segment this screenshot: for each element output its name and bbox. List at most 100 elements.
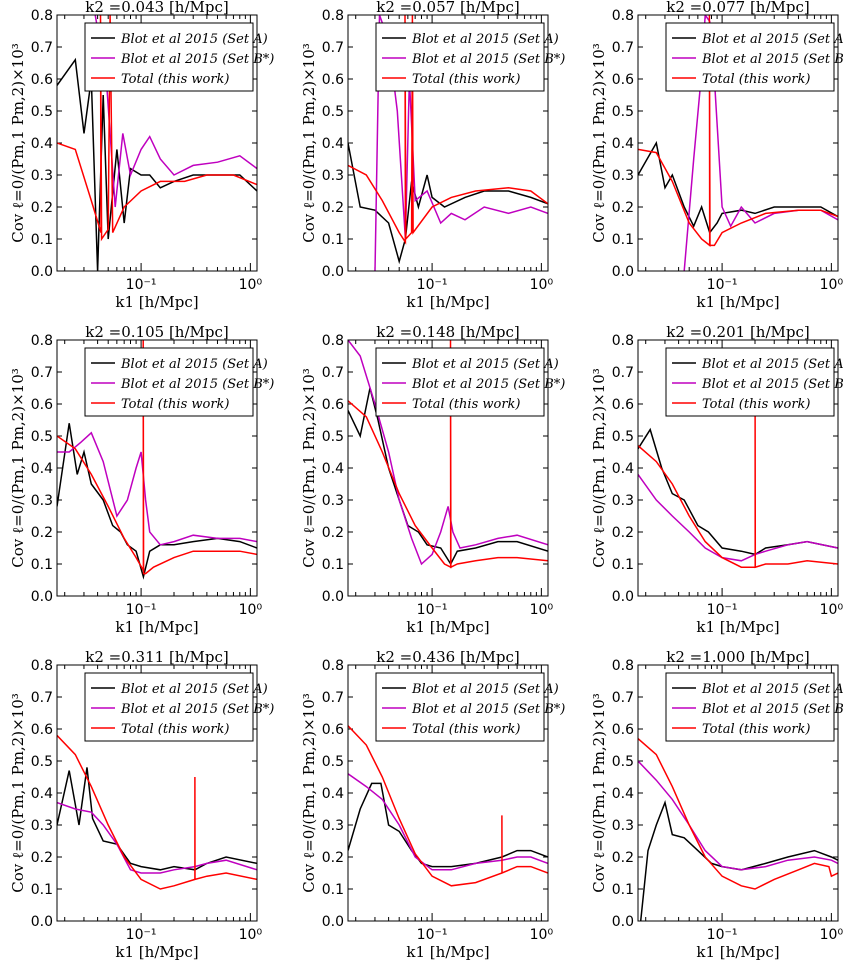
series-line-3 (348, 725, 548, 887)
y-axis-label: Cov ℓ=0/(Pm,1 Pm,2)×10³ (9, 368, 27, 568)
y-tick-label: 0.4 (31, 786, 53, 802)
legend-box (665, 672, 835, 742)
y-tick-label: 0.7 (322, 40, 344, 56)
x-tick-label: 10⁰ (820, 602, 843, 618)
y-tick-label: 0.3 (31, 493, 53, 509)
legend-box (84, 347, 254, 417)
legend-entry: Total (this work) (702, 72, 811, 87)
chart-panel-4: k2 =0.105 [h/Mpc] 0.0 0.1 0.2 0.3 0.4 0.5 0.6 0.… (9, 323, 274, 636)
legend-box (375, 672, 545, 742)
series-line-3 (57, 15, 257, 242)
y-axis-label: Cov ℓ=0/(Pm,1 Pm,2)×10³ (300, 693, 318, 893)
chart-panel-7: k2 =0.311 [h/Mpc] 0.0 0.1 0.2 0.3 0.4 0.5 0.6 0.… (9, 648, 274, 961)
legend-entry: Blot et al 2015 (Set A) (120, 32, 268, 47)
x-tick-label: 10⁰ (530, 927, 554, 943)
legend-box (375, 347, 545, 417)
series-line-3 (57, 340, 257, 575)
chart-panel-5: k2 =0.148 [h/Mpc] 0.0 0.1 0.2 0.3 0.4 0.5 0.6 0.… (300, 323, 565, 636)
y-axis-label: Cov ℓ=0/(Pm,1 Pm,2)×10³ (590, 43, 608, 243)
y-tick-label: 0.7 (612, 365, 634, 381)
y-tick-label: 0.2 (322, 525, 344, 541)
plot-frame (347, 339, 549, 597)
y-tick-label: 0.7 (612, 690, 634, 706)
legend-entry: Blot et al 2015 (Set A) (701, 357, 843, 372)
x-tick-label: 10⁰ (239, 602, 263, 618)
y-tick-label: 0.6 (31, 722, 53, 738)
y-tick-label: 0.2 (612, 200, 634, 216)
y-tick-label: 0.1 (322, 232, 344, 248)
panel-title: k2 =0.201 [h/Mpc] (666, 323, 809, 341)
y-tick-label: 0.6 (322, 722, 344, 738)
legend-entry: Blot et al 2015 (Set A) (120, 682, 268, 697)
legend-entry: Total (this work) (702, 397, 811, 412)
series-line-3 (638, 403, 838, 569)
y-tick-label: 0.1 (612, 557, 634, 573)
chart-panel-1: k2 =0.043 [h/Mpc] 0.0 0.1 0.2 0.3 0.4 0.5 0.6 0.… (9, 0, 274, 311)
y-tick-label: 0.8 (322, 8, 344, 24)
y-tick-label: 0.8 (322, 658, 344, 674)
series-line-2 (348, 340, 548, 566)
x-axis-label: k1 [h/Mpc] (406, 618, 489, 636)
y-tick-label: 0.4 (612, 136, 634, 152)
y-tick-label: 0.5 (322, 754, 344, 770)
y-axis-label: Cov ℓ=0/(Pm,1 Pm,2)×10³ (9, 43, 27, 243)
x-tick-label: 10⁰ (530, 277, 554, 293)
legend-entry: Blot et al 2015 (Set A) (411, 357, 559, 372)
series-line-3 (348, 15, 548, 245)
y-tick-label: 0.4 (31, 461, 53, 477)
panel-title: k2 =0.077 [h/Mpc] (666, 0, 809, 16)
series-line-3 (57, 734, 257, 890)
x-axis-label: k1 [h/Mpc] (115, 943, 198, 961)
legend-entry: Blot et al 2015 (Set B*) (701, 702, 843, 717)
legend-entry: Total (this work) (412, 72, 521, 87)
y-tick-label: 0.4 (322, 136, 344, 152)
y-tick-label: 0.3 (31, 168, 53, 184)
y-tick-label: 0.6 (612, 397, 634, 413)
x-tick-label: 10⁰ (239, 277, 263, 293)
series-line-2 (94, 15, 257, 208)
y-tick-label: 0.2 (31, 200, 53, 216)
series-group (638, 738, 838, 921)
legend-entry: Blot et al 2015 (Set A) (411, 32, 559, 47)
panel-title: k2 =0.057 [h/Mpc] (376, 0, 519, 16)
legend-entry: Blot et al 2015 (Set A) (701, 682, 843, 697)
y-tick-label: 0.7 (31, 690, 53, 706)
y-axis-label: Cov ℓ=0/(Pm,1 Pm,2)×10³ (9, 693, 27, 893)
y-tick-label: 0.0 (612, 914, 634, 930)
y-tick-label: 0.3 (31, 818, 53, 834)
y-tick-label: 0.8 (612, 333, 634, 349)
legend-entry: Blot et al 2015 (Set B*) (701, 52, 843, 67)
y-tick-label: 0.8 (31, 333, 53, 349)
series-line-1 (348, 782, 548, 868)
series-line-1 (348, 142, 548, 265)
y-tick-label: 0.6 (31, 397, 53, 413)
plot-frame (637, 14, 839, 272)
legend-entry: Blot et al 2015 (Set A) (120, 357, 268, 372)
y-tick-label: 0.5 (322, 104, 344, 120)
y-tick-label: 0.1 (322, 882, 344, 898)
chart-panel-6: k2 =0.201 [h/Mpc] 0.0 0.1 0.2 0.3 0.4 0.5 0.6 0.… (590, 323, 843, 636)
legend-entry: Blot et al 2015 (Set A) (701, 32, 843, 47)
panel-title: k2 =0.105 [h/Mpc] (85, 323, 228, 341)
y-axis-label: Cov ℓ=0/(Pm,1 Pm,2)×10³ (590, 693, 608, 893)
series-line-1 (348, 387, 548, 566)
legend-box (665, 347, 835, 417)
chart-panel-2: k2 =0.057 [h/Mpc] 0.0 0.1 0.2 0.3 0.4 0.5 0.6 0.… (300, 0, 565, 311)
y-tick-label: 0.3 (612, 818, 634, 834)
x-tick-label: 10⁰ (239, 927, 263, 943)
plot-frame (637, 664, 839, 922)
x-tick-label: 10⁻¹ (126, 927, 157, 943)
legend-entry: Blot et al 2015 (Set B*) (120, 702, 274, 717)
y-tick-label: 0.1 (31, 232, 53, 248)
y-tick-label: 0.0 (322, 264, 344, 280)
y-tick-label: 0.5 (612, 104, 634, 120)
plot-frame (56, 339, 258, 597)
x-tick-label: 10⁰ (530, 602, 554, 618)
x-tick-label: 10⁻¹ (417, 277, 448, 293)
y-tick-label: 0.5 (31, 429, 53, 445)
panel-title: k2 =1.000 [h/Mpc] (666, 648, 809, 666)
series-line-2 (638, 473, 838, 562)
legend-entry: Total (this work) (121, 72, 230, 87)
x-axis-label: k1 [h/Mpc] (696, 943, 779, 961)
